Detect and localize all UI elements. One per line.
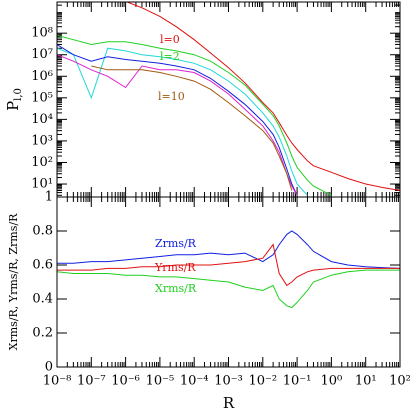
- y-tick-label: 10⁴: [31, 112, 53, 127]
- y-tick-label: 0.6: [32, 258, 53, 273]
- y-tick-label: 1: [45, 190, 53, 205]
- x-tick-label: 10⁻⁵: [146, 374, 175, 389]
- x-tick-label: 10⁻⁴: [180, 374, 209, 389]
- x-tick-label: 10⁻³: [214, 374, 243, 389]
- plot-area: [57, 230, 400, 309]
- y-tick-label: 0.8: [32, 224, 53, 239]
- x-tick-label: 10⁻⁶: [111, 374, 140, 389]
- series-line: [57, 47, 308, 196]
- series-label: l=10: [158, 90, 185, 103]
- series-line: [91, 65, 293, 191]
- series-label: Zrms/R: [155, 237, 197, 250]
- y-tick-label: 10¹: [31, 177, 53, 192]
- y-tick-label: 10⁷: [31, 47, 53, 62]
- series-line: [57, 269, 400, 309]
- series-label: l=0: [160, 33, 180, 46]
- x-tick-label: 10⁻²: [248, 374, 277, 389]
- x-axis-label: R: [223, 394, 235, 412]
- series-line: [125, 2, 400, 191]
- x-tick-label: 10⁻⁷: [77, 374, 106, 389]
- series-line: [57, 44, 298, 196]
- plot-area: [57, 2, 400, 196]
- x-tick-label: 10²: [389, 374, 411, 389]
- y-tick-label: 10⁸: [31, 26, 53, 41]
- series-line: [57, 230, 400, 269]
- x-tick-label: 10⁰: [321, 374, 343, 389]
- series-label: Xrms/R: [155, 282, 197, 295]
- y-tick-label: 10⁶: [31, 69, 53, 84]
- series-line: [57, 243, 400, 287]
- series-label: Yrms/R: [154, 261, 196, 274]
- frame: [56, 1, 401, 198]
- y-tick-label: 10³: [31, 133, 53, 148]
- y-axis-label-sub: l,0: [13, 88, 24, 101]
- x-tick-label: 10⁻¹: [283, 374, 312, 389]
- y-tick-label: 0.4: [32, 292, 53, 307]
- y-tick-label: 0.2: [32, 326, 53, 341]
- y-axis-label-main: P: [4, 101, 22, 111]
- y-axis-label: Pl,0: [4, 88, 24, 111]
- series-line: [57, 54, 298, 196]
- y-tick-label: 0: [45, 360, 53, 375]
- y-tick-label: 10²: [31, 155, 53, 170]
- frame: [56, 196, 401, 368]
- x-tick-label: 10¹: [355, 374, 377, 389]
- y-axis-label-main: Xrms/R, Yrms/R, Zrms/R: [7, 213, 20, 350]
- series-line: [57, 34, 332, 196]
- y-axis-label: Xrms/R, Yrms/R, Zrms/R: [7, 213, 20, 350]
- series-label: l=2: [160, 50, 180, 63]
- y-tick-label: 10⁵: [31, 90, 53, 105]
- x-tick-label: 10⁻⁸: [43, 374, 72, 389]
